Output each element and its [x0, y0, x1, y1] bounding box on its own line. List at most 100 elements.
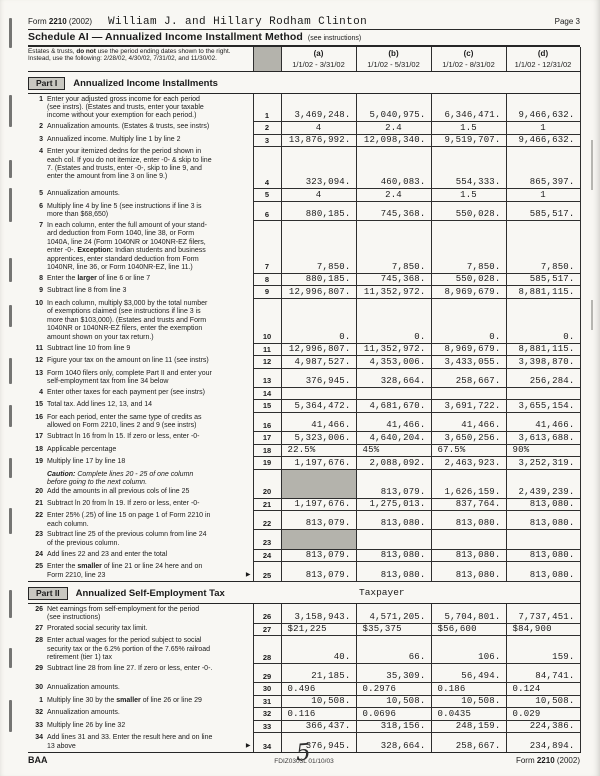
amount-cell-d: 159.	[506, 635, 581, 665]
line-label-cell: 10 In each column, multiply $3,000 by the…	[28, 298, 254, 343]
line-description: Multiply line 4 by line 5 (see instructi…	[47, 202, 202, 219]
amount-cell-a: 323,094.	[281, 146, 357, 190]
amount-cell-a: 22.5%	[281, 444, 357, 458]
scan-mark	[9, 648, 12, 668]
amount-cell-c: 258,667.	[431, 732, 507, 754]
amount-cell-a: 1,197,676.	[281, 456, 357, 470]
amount-cell-a: 21,185.	[281, 663, 357, 684]
line-number-box: 24	[253, 549, 282, 563]
amount-cell-c: 813,080.	[431, 510, 507, 531]
line-label-cell: 19 Multiply line 17 by line 18	[28, 456, 254, 470]
line-number-box: 4	[253, 146, 282, 190]
amount-cell-a: 813,079.	[281, 561, 357, 583]
line-description: Enter the smaller of line 21 or line 24 …	[47, 563, 203, 579]
amount-cell-b: 460,083.	[356, 146, 432, 190]
amount-cell-a: 813,079.	[281, 549, 357, 563]
line-label-cell: 8 Enter the larger of line 6 or line 7	[28, 273, 254, 286]
line-number-box: 28	[253, 635, 282, 665]
line-label-cell: 32 Annualization amounts.	[28, 707, 254, 721]
line-number-box: 20	[253, 469, 282, 499]
amount-cell-c: 106.	[431, 635, 507, 665]
line-number-box: 11	[253, 343, 282, 356]
amount-cell-a: 1,197,676.	[281, 498, 357, 512]
line-number: 10	[35, 299, 43, 307]
line-description: Subtract line 28 from line 27. If zero o…	[47, 665, 213, 673]
line-number-box: 13	[253, 368, 282, 388]
line-description: Subtract line 8 from line 3	[47, 287, 127, 295]
page-number-label: Page 3	[554, 17, 580, 26]
amount-cell-d: 813,080.	[506, 549, 581, 563]
form-line-row: 29 Subtract line 28 from line 27. If zero…	[28, 663, 581, 684]
line-label-cell: 27 Prorated social security tax limit.	[28, 623, 254, 636]
line-label-cell: 28 Enter actual wages for the period subj…	[28, 635, 254, 664]
form-line-row: 3 Annualized income. Multiply line 1 by l…	[28, 134, 581, 148]
line-description: Enter 25% (.25) of line 15 on page 1 of …	[47, 512, 211, 528]
line-number: 20	[35, 488, 43, 496]
amount-cell-d: 0.124	[506, 682, 581, 696]
amount-cell-c: 9,519,707.	[431, 134, 507, 148]
amount-cell-d: 41,466.	[506, 412, 581, 433]
amount-cell-b: 4,640,204.	[356, 431, 432, 445]
amount-cell-c	[431, 529, 507, 550]
amount-cell-c: 3,650,256.	[431, 431, 507, 445]
line-number-box: 23	[253, 529, 282, 550]
form-content: Form 2210 (2002) William J. and Hillary …	[28, 16, 581, 765]
amount-cell-d: 585,517.	[506, 273, 581, 287]
amount-cell-b: 4,681,670.	[356, 399, 432, 413]
form-line-row: 33 Multiply line 26 by line 32 33 366,437. 3…	[28, 720, 581, 734]
line-number: 18	[35, 445, 43, 453]
line-description: Annualization amounts.	[47, 684, 120, 692]
scan-mark	[9, 405, 12, 427]
amount-cell-b: 0.	[356, 298, 432, 344]
line-number: 21	[35, 499, 43, 507]
amount-cell-d: 234,894.	[506, 732, 581, 754]
form-line-row: 15 Total tax. Add lines 12, 13, and 14 15 5…	[28, 399, 581, 413]
amount-cell-c: 837,764.	[431, 498, 507, 512]
amount-cell-a: 7,850.	[281, 220, 357, 274]
line-label-cell: 29 Subtract line 28 from line 27. If zero…	[28, 663, 254, 683]
amount-cell-b: 328,664.	[356, 368, 432, 388]
amount-cell-a: 41,466.	[281, 412, 357, 433]
form-line-row: 30 Annualization amounts. 30 0.496 0.2976 0.1…	[28, 682, 581, 696]
line-number: 34	[35, 734, 43, 742]
amount-cell-a: 5,364,472.	[281, 399, 357, 413]
form-line-row: 11 Subtract line 10 from line 9 11 12,996,8…	[28, 343, 581, 356]
amount-cell-d: 813,080.	[506, 498, 581, 512]
line-label-cell: 1 Enter your adjusted gross income for ea…	[28, 93, 254, 122]
line-number: 15	[35, 401, 43, 409]
amount-cell-b: $35,375	[356, 623, 432, 637]
scan-mark	[9, 700, 12, 732]
line-description: Subtract ln 20 from ln 19. If zero or le…	[47, 499, 200, 507]
amount-cell-a: 813,079.	[281, 510, 357, 531]
amount-cell-a: 13,876,992.	[281, 134, 357, 148]
amount-cell-c: 7,850.	[431, 220, 507, 274]
amount-cell-c: 248,159.	[431, 720, 507, 734]
amount-cell-d: 10,508.	[506, 695, 581, 709]
column-letter: (b)	[388, 49, 399, 58]
line-description: Total tax. Add lines 12, 13, and 14	[47, 401, 153, 409]
amount-cell-d: 813,080.	[506, 561, 581, 583]
line-number-box: 26	[253, 603, 282, 624]
form-line-row: 23 Subtract line 25 of the previous colum…	[28, 529, 581, 550]
form-line-row: 12 Figure your tax on the amount on line …	[28, 355, 581, 369]
amount-cell-c: 3,691,722.	[431, 399, 507, 413]
form-line-row: 27 Prorated social security tax limit. 27 $…	[28, 623, 581, 637]
amount-cell-a: $21,225	[281, 623, 357, 637]
line-description: Enter the larger of line 6 or line 7	[47, 274, 151, 282]
amount-cell-a: 0.116	[281, 707, 357, 721]
part-band-note-cell	[281, 71, 581, 94]
line-number: 5	[39, 190, 43, 198]
scan-mark	[9, 458, 12, 478]
line-description: Enter your adjusted gross income for eac…	[47, 95, 204, 120]
line-number-box: 14	[253, 387, 282, 401]
amount-cell-c: 10,508.	[431, 695, 507, 709]
line-description: Multiply line 26 by line 32	[47, 721, 126, 729]
amount-cell-d: 9,466,632.	[506, 134, 581, 148]
schedule-header: Schedule AI — Annualized Income Installm…	[28, 30, 580, 47]
amount-cell-b: 12,098,340.	[356, 134, 432, 148]
amount-cell-b: 813,079.	[356, 469, 432, 499]
line-description: Annualization amounts.	[47, 190, 120, 198]
amount-cell-a: 10,508.	[281, 695, 357, 709]
line-number: 2	[39, 123, 43, 131]
form-line-row: 1 Enter your adjusted gross income for ea…	[28, 93, 581, 123]
